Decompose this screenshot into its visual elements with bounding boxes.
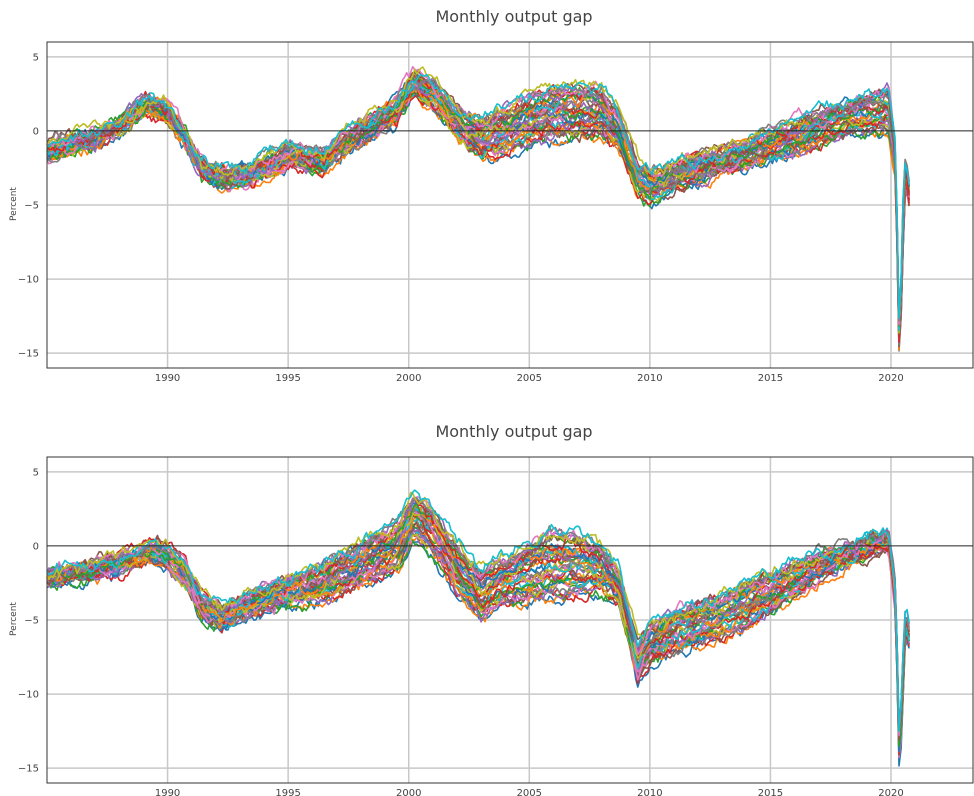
y-tick-label: −10 [18, 275, 39, 286]
series-line [46, 71, 910, 323]
x-tick-label: 2005 [517, 788, 542, 796]
x-tick-label: 1995 [275, 788, 300, 796]
top-chart-title: Monthly output gap [435, 7, 592, 26]
series-line [46, 74, 910, 322]
y-tick-label: 0 [33, 541, 39, 552]
x-tick-label: 2000 [396, 373, 421, 384]
plot-frame [46, 41, 974, 369]
top-axis-ticks: 1990 1995 2000 2005 2010 2015 2020 5 0 −5 −10 −15 [18, 41, 974, 384]
bottom-chart-panel: Monthly output gap Percent 1990 1995 2000 2… [9, 422, 974, 796]
series-line [46, 507, 910, 745]
y-tick-label: −10 [18, 690, 39, 701]
x-tick-label: 2020 [878, 788, 903, 796]
series-line [46, 489, 910, 732]
y-tick-label: −5 [24, 201, 39, 212]
x-tick-label: 2020 [878, 373, 903, 384]
series-line [46, 66, 806, 177]
x-tick-label: 1990 [155, 373, 180, 384]
top-chart-panel: Monthly output gap Percent 1990 1995 2000 2… [9, 7, 974, 384]
x-tick-label: 2015 [758, 788, 783, 796]
bottom-axis-ticks: 1990 1995 2000 2005 2010 2015 2020 5 0 −5 −10 −15 [18, 456, 974, 796]
series-line [46, 519, 910, 749]
series-line [46, 73, 910, 320]
y-tick-label: 5 [33, 52, 39, 63]
series-line [46, 507, 910, 741]
x-tick-label: 2010 [637, 373, 662, 384]
y-tick-label: 0 [33, 126, 39, 137]
x-tick-label: 2000 [396, 788, 421, 796]
bottom-y-axis-label: Percent [9, 602, 19, 636]
y-tick-label: −15 [18, 349, 39, 360]
x-tick-label: 1990 [155, 788, 180, 796]
x-tick-label: 2015 [758, 373, 783, 384]
series-line [46, 73, 910, 334]
series-line [46, 496, 910, 737]
y-tick-label: 5 [33, 467, 39, 478]
y-tick-label: −5 [24, 616, 39, 627]
y-tick-label: −15 [18, 764, 39, 775]
plot-frame [46, 456, 974, 784]
top-series-group [46, 66, 910, 352]
bottom-series-group [46, 489, 910, 767]
series-line [46, 73, 910, 334]
series-line [46, 69, 910, 335]
series-line [46, 70, 910, 325]
bottom-chart-title: Monthly output gap [435, 422, 592, 441]
x-tick-label: 1995 [275, 373, 300, 384]
top-y-axis-label: Percent [9, 187, 19, 221]
top-gridlines [47, 42, 973, 368]
bottom-gridlines [47, 457, 973, 783]
x-tick-label: 2010 [637, 788, 662, 796]
series-line [46, 505, 910, 752]
series-line [46, 66, 910, 326]
series-line [46, 506, 910, 738]
series-line [46, 510, 910, 747]
series-line [46, 74, 910, 324]
series-line [46, 512, 910, 739]
x-tick-label: 2005 [517, 373, 542, 384]
series-line [46, 496, 910, 732]
series-line [46, 510, 910, 738]
